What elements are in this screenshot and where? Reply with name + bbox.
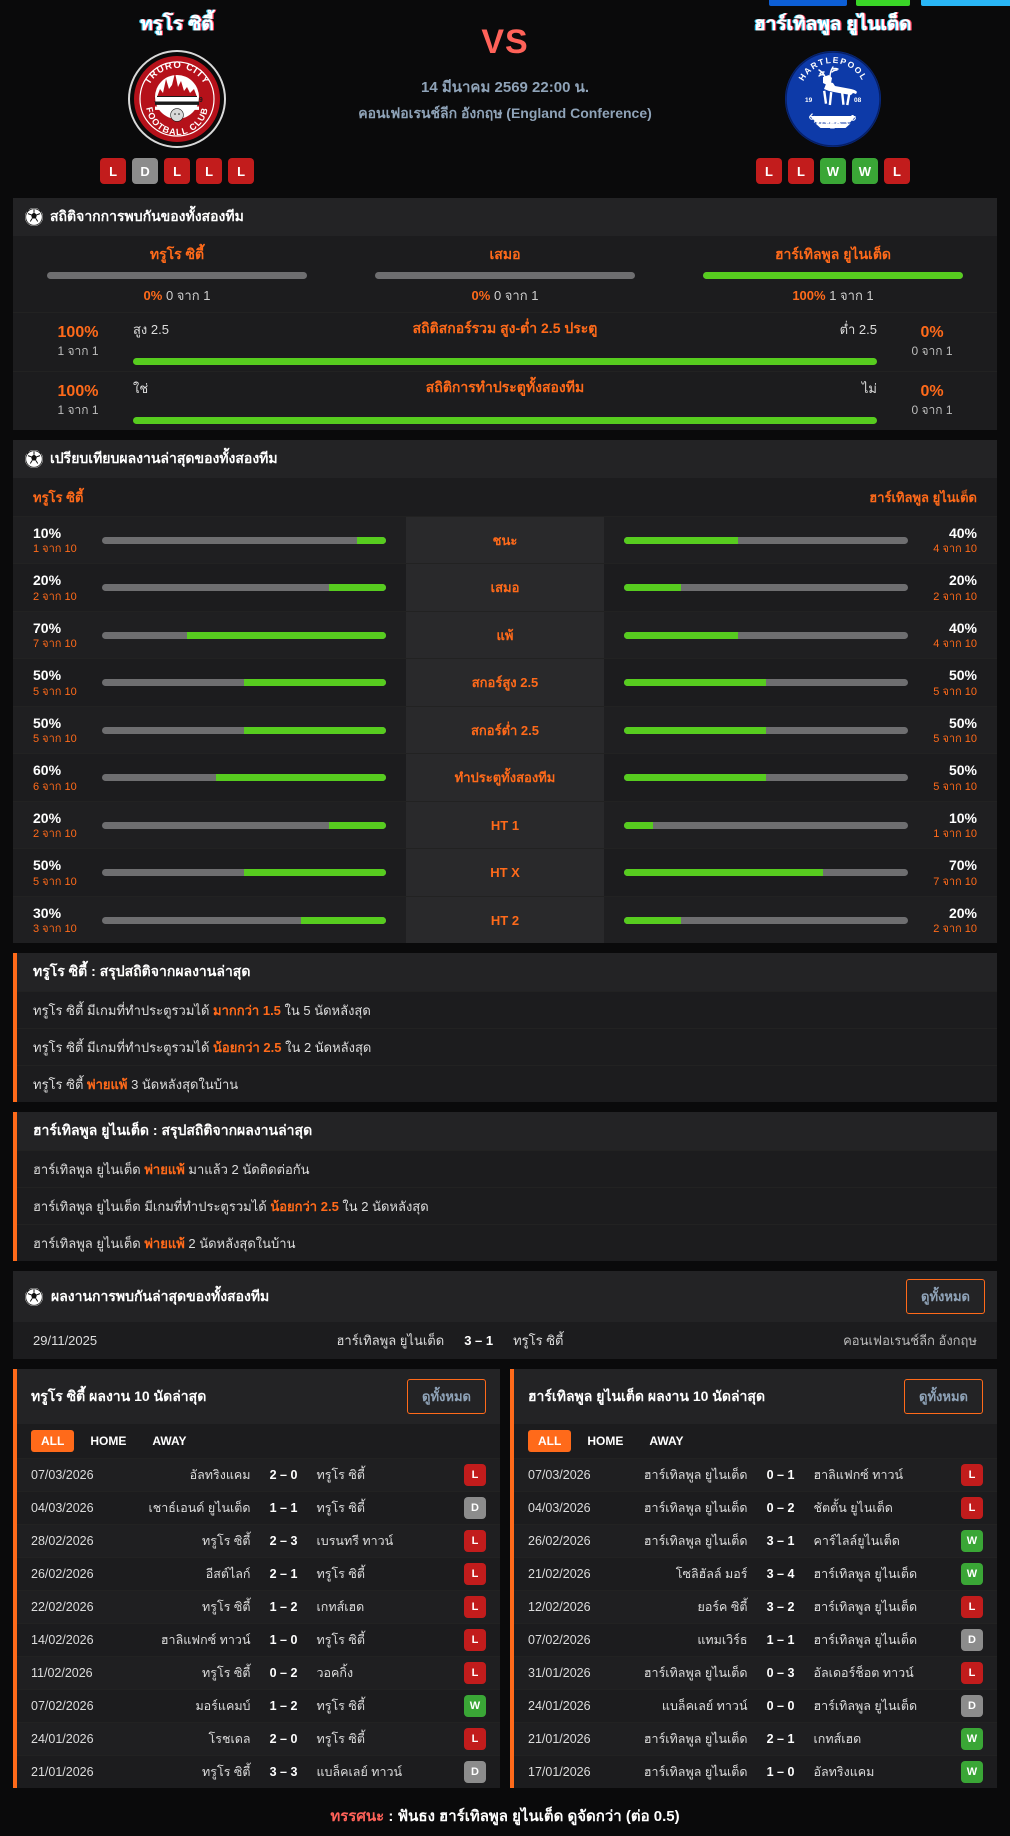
svg-text:08: 08 — [854, 97, 862, 104]
svg-text:19: 19 — [805, 97, 813, 104]
